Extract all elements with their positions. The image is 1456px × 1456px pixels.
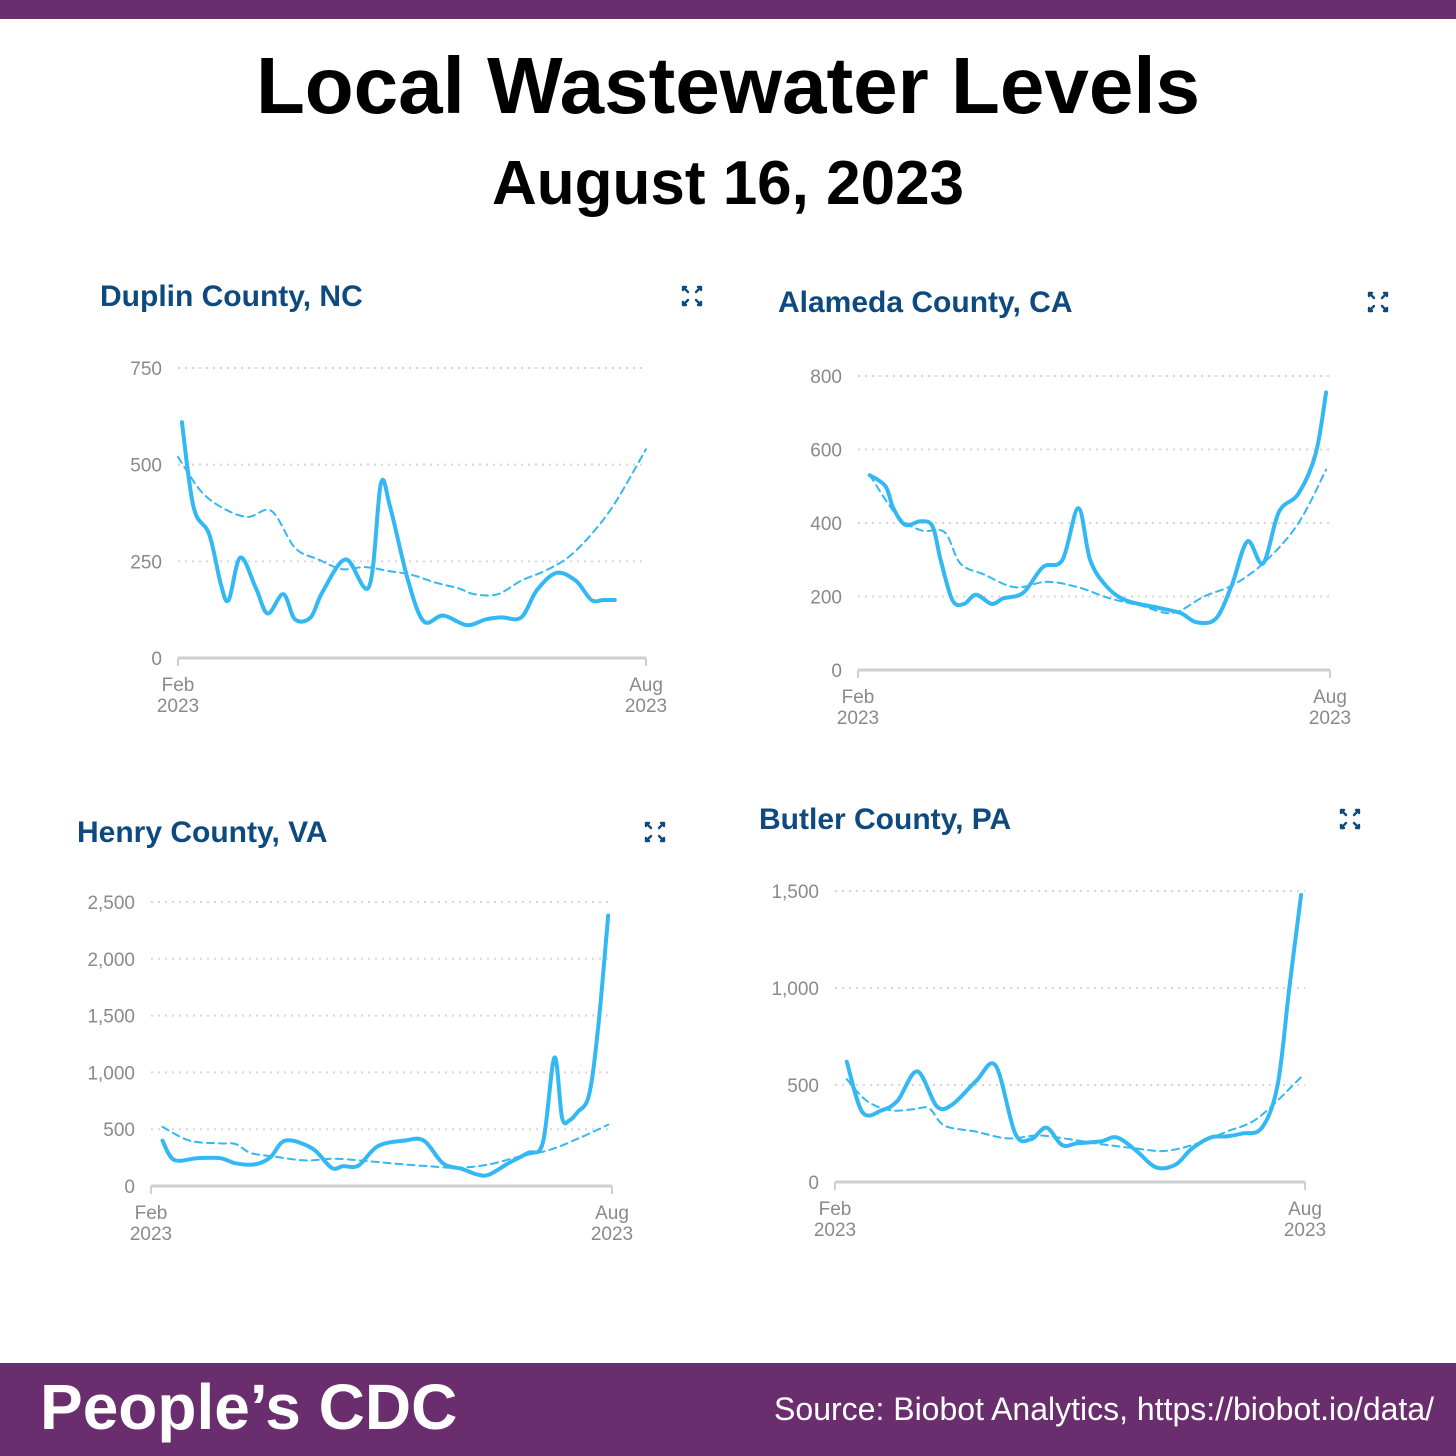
x-tick-label: 2023 <box>1309 708 1351 729</box>
series-line <box>844 892 1304 1171</box>
chart-title: Alameda County, CA <box>778 286 1073 319</box>
chart-panel-alameda: Alameda County, CA 0 200 400 600 800 Feb 2023 A… <box>778 288 1418 758</box>
x-tick-label: 2023 <box>625 696 667 717</box>
expand-arrows-icon[interactable] <box>680 284 704 308</box>
expand-arrows-icon[interactable] <box>643 820 667 844</box>
series-line <box>179 420 617 628</box>
x-tick-label: Aug <box>1288 1199 1322 1220</box>
y-tick-label: 500 <box>787 1076 819 1097</box>
y-tick-label: 500 <box>103 1120 135 1141</box>
y-tick-label: 2,500 <box>87 893 135 914</box>
x-tick-label: Aug <box>1313 687 1347 708</box>
trend-line-dashed <box>177 448 647 597</box>
page-subtitle: August 16, 2023 <box>491 149 965 218</box>
y-tick-label: 0 <box>151 649 162 670</box>
x-tick-label: 2023 <box>837 708 879 729</box>
y-tick-label: 250 <box>130 552 162 573</box>
series-line <box>867 390 1329 626</box>
x-tick-label: 2023 <box>130 1224 172 1245</box>
chart-title: Butler County, PA <box>759 803 1012 836</box>
y-tick-label: 200 <box>810 588 842 609</box>
top-banner <box>0 0 1456 19</box>
chart-panel-butler: Butler County, PA 0 500 1,000 1,500 Feb 2023 A… <box>759 805 1399 1275</box>
y-tick-label: 400 <box>810 514 842 535</box>
series-line <box>160 913 611 1178</box>
y-tick-label: 0 <box>124 1177 135 1198</box>
source-credit: Source: Biobot Analytics, https://biobot… <box>774 1391 1434 1427</box>
chart-panel-duplin: Duplin County, NC 0 250 500 750 Feb 2023 Aug 20… <box>100 282 740 752</box>
x-tick-label: Aug <box>595 1203 629 1224</box>
chart-panel-henry: Henry County, VA 0 500 1,000 1,500 2,000 2,50… <box>77 818 717 1288</box>
x-tick-label: 2023 <box>814 1220 856 1241</box>
y-tick-label: 500 <box>130 456 162 477</box>
y-tick-label: 2,000 <box>87 950 135 971</box>
y-tick-label: 1,000 <box>87 1063 135 1084</box>
footer-banner: People’s CDC Source: Biobot Analytics, h… <box>0 1363 1456 1456</box>
chart-title: Duplin County, NC <box>100 280 363 313</box>
brand-logo-text: People’s CDC <box>40 1371 458 1443</box>
expand-arrows-icon[interactable] <box>1338 807 1362 831</box>
x-tick-label: Feb <box>819 1199 852 1220</box>
trend-line-dashed <box>845 1076 1303 1153</box>
x-tick-label: 2023 <box>591 1224 633 1245</box>
y-tick-label: 800 <box>810 367 842 388</box>
page-title: Local Wastewater Levels <box>255 41 1201 130</box>
y-tick-label: 600 <box>810 441 842 462</box>
x-tick-label: Feb <box>162 675 195 696</box>
x-tick-label: 2023 <box>1284 1220 1326 1241</box>
chart-title: Henry County, VA <box>77 816 328 849</box>
y-tick-label: 1,500 <box>771 882 819 903</box>
y-tick-label: 1,500 <box>87 1007 135 1028</box>
expand-arrows-icon[interactable] <box>1366 290 1390 314</box>
y-tick-label: 750 <box>130 359 162 380</box>
y-tick-label: 0 <box>808 1173 819 1194</box>
x-tick-label: Feb <box>842 687 875 708</box>
x-tick-label: 2023 <box>157 696 199 717</box>
y-tick-label: 0 <box>831 661 842 682</box>
trend-line-dashed <box>161 1123 610 1169</box>
y-tick-label: 1,000 <box>771 979 819 1000</box>
x-tick-label: Aug <box>629 675 663 696</box>
x-tick-label: Feb <box>135 1203 168 1224</box>
